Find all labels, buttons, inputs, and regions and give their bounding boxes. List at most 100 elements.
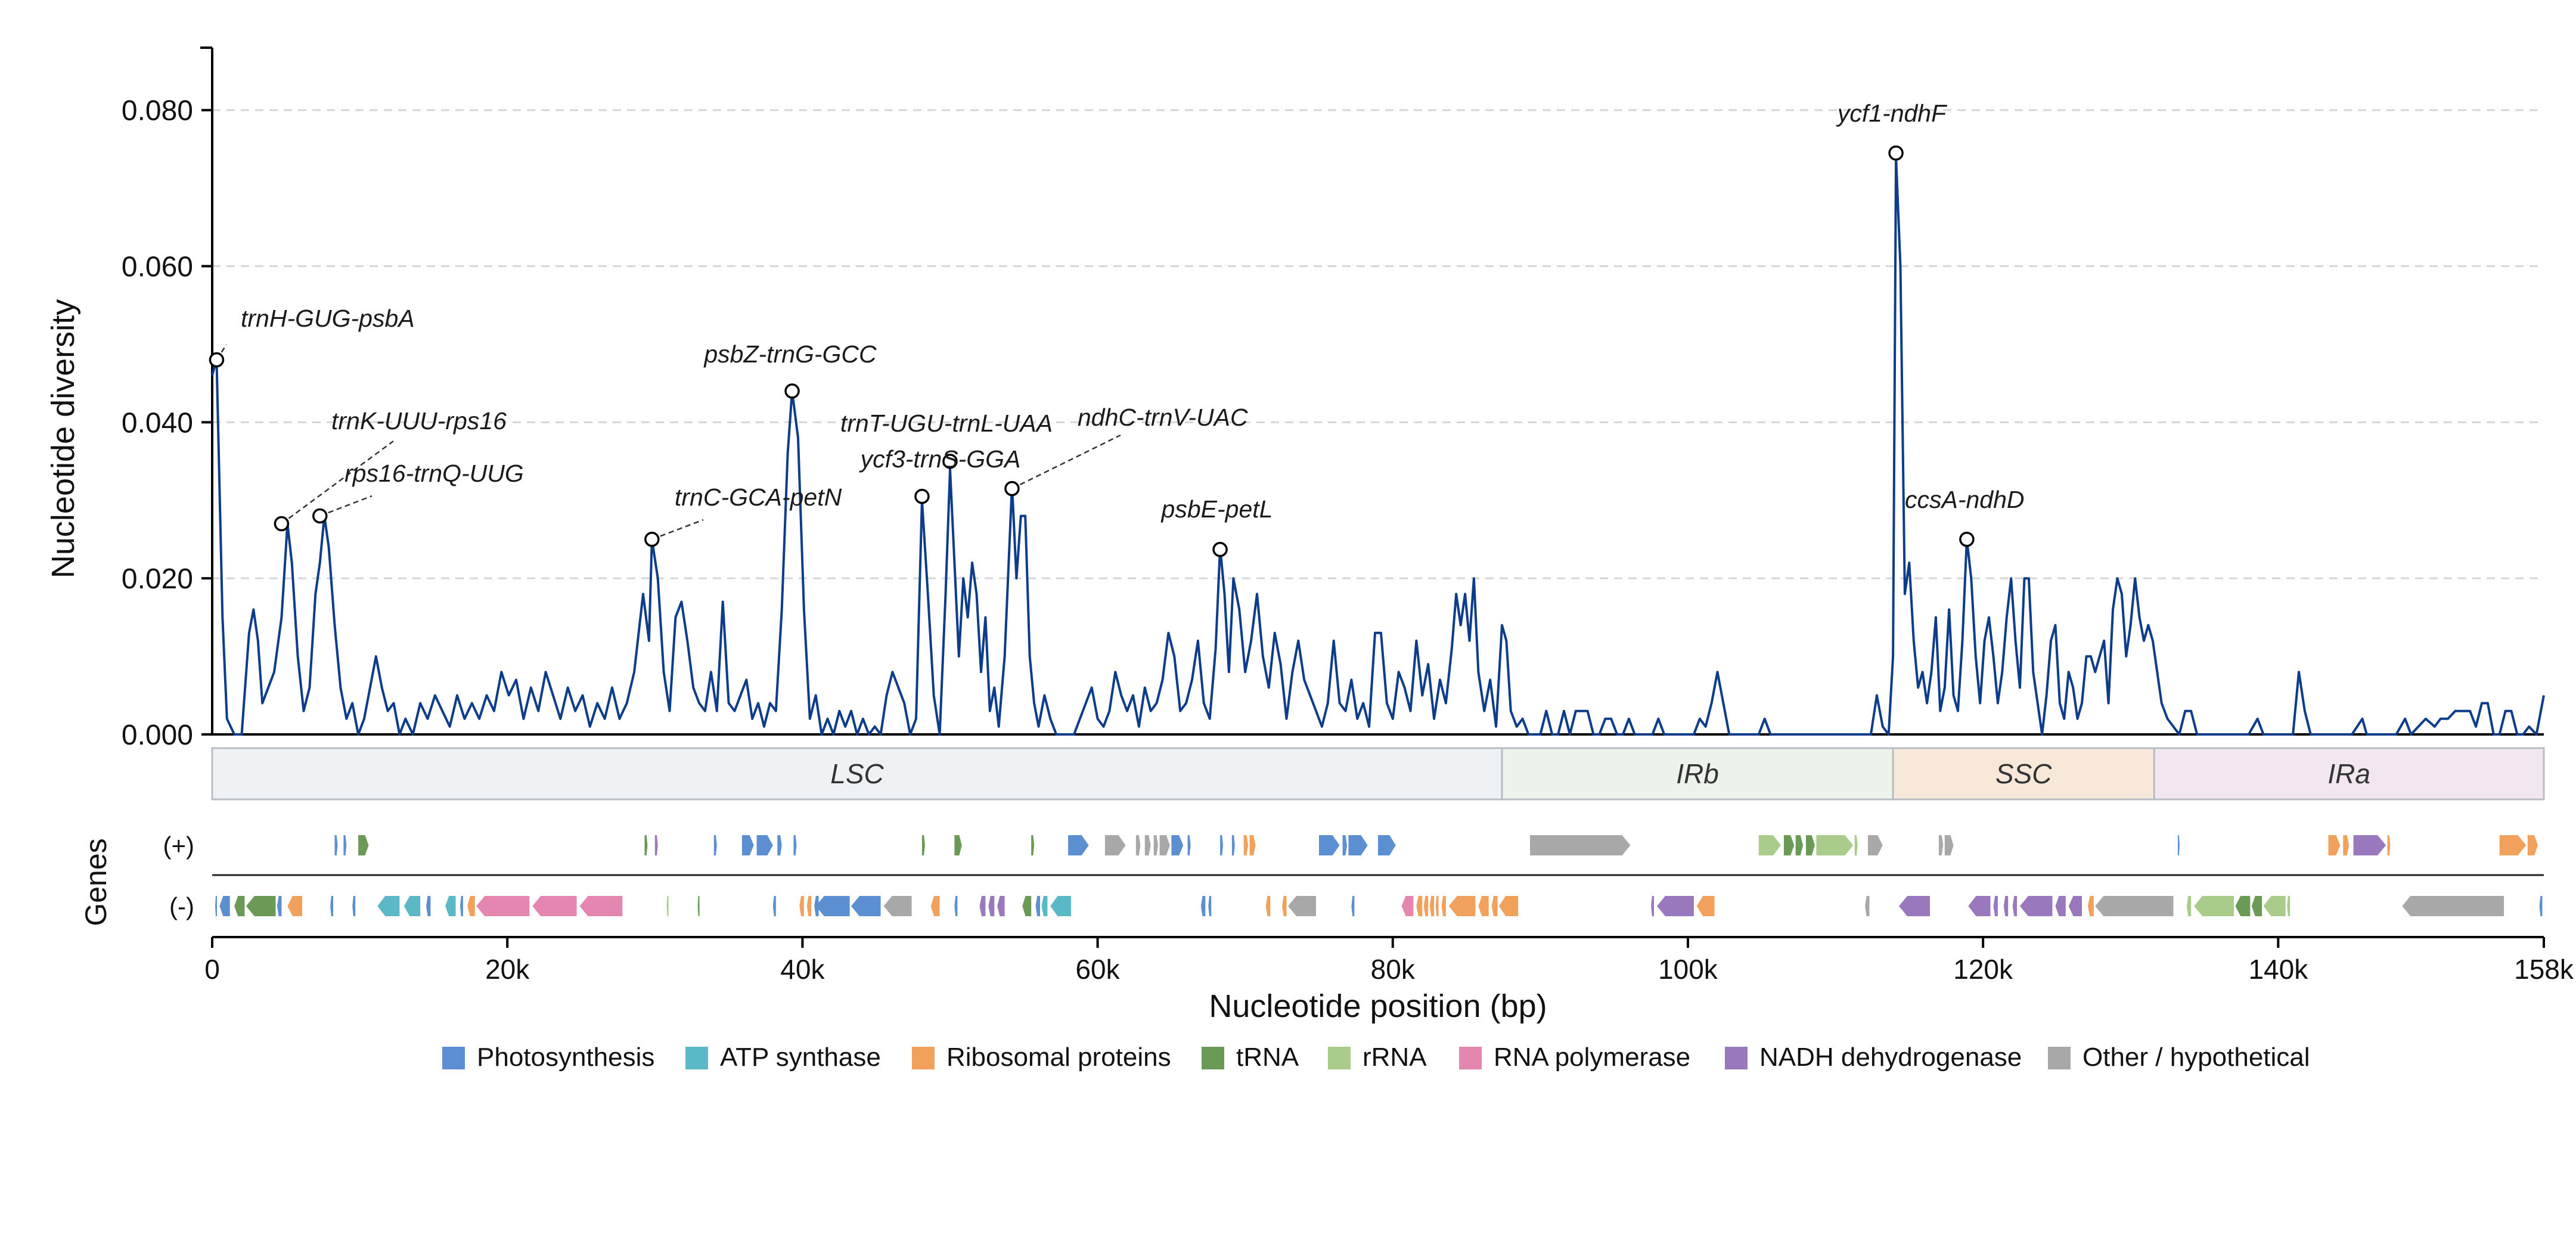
gene-arrow <box>2194 896 2234 916</box>
gene-arrow <box>799 896 804 916</box>
gene-arrow <box>1938 835 1944 855</box>
gene-arrow <box>1243 835 1249 855</box>
legend-label: RNA polymerase <box>1494 1043 1690 1072</box>
gene-arrow <box>1429 896 1435 916</box>
peak-marker <box>312 508 328 524</box>
legend-swatch <box>685 1047 708 1069</box>
region-label: SSC <box>1995 758 2052 789</box>
diversity-line <box>211 156 2545 736</box>
gene-arrow <box>2527 835 2538 855</box>
gene-arrow <box>2539 896 2543 916</box>
gene-arrow <box>654 835 658 855</box>
gene-arrow <box>2343 835 2350 855</box>
gene-arrow <box>1135 835 1141 855</box>
gene-arrow <box>219 896 230 916</box>
legend-label: NADH dehydrogenase <box>1759 1043 2022 1072</box>
gene-arrow <box>2012 896 2018 916</box>
gene-arrow <box>1022 896 1032 916</box>
gene-arrow <box>2328 835 2341 855</box>
peak-marker <box>209 352 225 368</box>
gene-arrow <box>1342 835 1347 855</box>
legend-label: rRNA <box>1363 1043 1427 1072</box>
gene-arrow <box>1499 896 1519 916</box>
region-label: LSC <box>830 758 884 789</box>
gene-arrow <box>741 835 754 855</box>
gene-arrow <box>343 835 347 855</box>
gene-arrow <box>2353 835 2386 855</box>
gene-arrow <box>2095 896 2174 916</box>
region-box <box>1501 747 1894 801</box>
legend-swatch <box>442 1047 465 1069</box>
gene-track-label: Genes <box>79 838 113 926</box>
gene-arrow <box>1758 835 1781 855</box>
gene-arrow <box>2251 896 2262 916</box>
gene-arrow <box>1041 896 1048 916</box>
y-tick-label: 0.040 <box>122 407 193 439</box>
peak-label: trnK-UUU-rps16 <box>331 407 507 435</box>
peak-label: rps16-trnQ-UUG <box>344 460 524 487</box>
minus-strand-label: (-) <box>169 892 194 920</box>
peak-label: psbZ-trnG-GCC <box>703 340 877 368</box>
region-box <box>1892 747 2155 801</box>
gene-arrow <box>2087 896 2094 916</box>
gene-arrow <box>2186 896 2192 916</box>
peak-label: ndhC-trnV-UAC <box>1078 404 1248 431</box>
gene-arrow <box>426 896 431 916</box>
gene-arrow <box>377 896 400 916</box>
gene-arrow <box>2287 896 2291 916</box>
gene-arrow <box>1657 896 1694 916</box>
x-tick-label: 20k <box>485 954 530 985</box>
x-tick-label: 100k <box>1658 954 1718 985</box>
gene-arrow <box>1187 835 1191 855</box>
gene-arrow <box>1153 835 1159 855</box>
gene-arrow <box>579 896 623 916</box>
peak-label: trnC-GCA-petN <box>675 483 842 511</box>
gene-arrow <box>883 896 912 916</box>
gene-arrow <box>1351 896 1355 916</box>
gene-arrow <box>644 835 648 855</box>
gene-arrow <box>1319 835 1340 855</box>
gene-arrow <box>1231 835 1235 855</box>
peak-leader-line <box>319 495 373 517</box>
gene-arrow <box>1816 835 1854 855</box>
gene-arrow <box>404 896 421 916</box>
peak-label: ccsA-ndhD <box>1905 486 2025 513</box>
legend-label: Photosynthesis <box>477 1043 654 1072</box>
gene-arrow <box>1423 896 1429 916</box>
gene-arrow <box>1144 835 1151 855</box>
gene-arrow <box>1944 835 1954 855</box>
gene-arrow <box>234 896 245 916</box>
peak-label: trnT-UGU-trnL-UAA <box>840 410 1053 437</box>
peak-marker <box>784 383 800 399</box>
peak-marker <box>1959 531 1975 547</box>
peak-marker <box>1004 480 1020 497</box>
gene-arrow <box>2178 835 2180 855</box>
gene-arrow <box>352 896 356 916</box>
peak-label: ycf1-ndhF <box>1836 100 1947 127</box>
gene-arrow <box>1448 896 1476 916</box>
region-label: IRb <box>1676 758 1719 789</box>
gene-arrow <box>1899 896 1930 916</box>
x-tick-label: 140k <box>2248 954 2308 985</box>
gene-arrow <box>806 896 812 916</box>
gene-arrow <box>2235 896 2251 916</box>
gene-arrow <box>1435 896 1439 916</box>
plus-strand-label: (+) <box>163 832 195 860</box>
peak-label: ycf3-trnS-GGA <box>859 445 1021 473</box>
gene-arrow <box>1031 835 1035 855</box>
legend-swatch <box>1328 1047 1351 1069</box>
gene-arrow <box>851 896 881 916</box>
gene-arrow <box>2003 896 2009 916</box>
gene-arrow <box>2402 896 2504 916</box>
gene-arrow <box>815 896 850 916</box>
y-tick-label: 0.020 <box>122 563 193 595</box>
legend-swatch <box>1202 1047 1224 1069</box>
peak-marker <box>274 516 290 532</box>
peak-leader-line <box>281 440 394 525</box>
gene-arrow <box>2263 896 2286 916</box>
legend-swatch <box>1725 1047 1748 1069</box>
gene-arrow <box>954 835 962 855</box>
gene-arrow <box>287 896 302 916</box>
